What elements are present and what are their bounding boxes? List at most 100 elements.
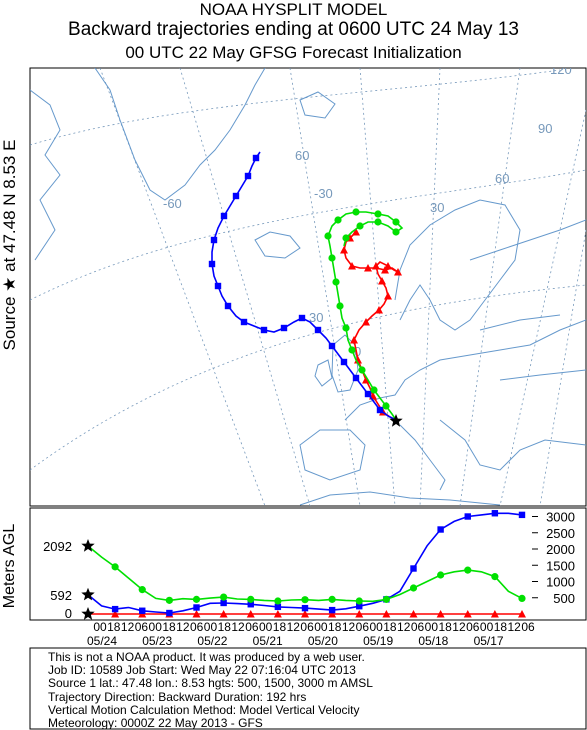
height-series-square-point xyxy=(111,605,119,613)
time-tick-label: 18 xyxy=(273,620,287,634)
chart-title: Backward trajectories ending at 0600 UTC… xyxy=(68,19,519,40)
time-tick-label: 00 xyxy=(149,620,163,634)
height-series-circle-point xyxy=(328,595,336,603)
info-line-disclaimer: This is not a NOAA product. It was produ… xyxy=(48,650,365,664)
time-tick-label: 12 xyxy=(231,620,245,634)
trajectory-low-marker xyxy=(372,262,380,270)
time-tick-label: 12 xyxy=(176,620,190,634)
height-series-square-point xyxy=(356,603,363,610)
height-series-triangle-point xyxy=(355,610,364,618)
africa-coast xyxy=(299,491,501,506)
trajectory-mid-marker xyxy=(244,172,252,180)
time-tick-label: 00 xyxy=(93,620,107,634)
date-tick-label: 05/21 xyxy=(253,634,283,648)
balkans-coast xyxy=(439,419,586,471)
svalbard-coast xyxy=(299,91,336,119)
date-tick-label: 05/22 xyxy=(197,634,227,648)
height-series-square-point xyxy=(247,601,254,608)
time-tick-label: 00 xyxy=(259,620,273,634)
trajectory-low-marker xyxy=(362,318,370,326)
height-series-circle-point xyxy=(518,594,526,603)
time-tick-label: 00 xyxy=(369,620,383,634)
trajectory-mid-marker xyxy=(252,154,260,162)
trajectory-high-marker xyxy=(332,278,340,286)
height-series-triangle-point xyxy=(382,610,391,618)
time-tick-label: 12 xyxy=(287,620,301,634)
job-info: This is not a NOAA product. It was produ… xyxy=(48,650,538,730)
height-series-circle-point xyxy=(247,595,255,603)
height-series-circle-point xyxy=(138,586,146,594)
trajectory-mid-marker xyxy=(298,314,306,322)
height-series-square-point xyxy=(464,513,471,520)
iberia-coast xyxy=(299,429,366,481)
height-series-triangle-point xyxy=(219,610,228,618)
time-tick-label: 06 xyxy=(411,620,425,634)
height-series-square-point xyxy=(220,599,227,607)
info-box xyxy=(29,647,587,730)
right-axis-tick-label: 2500 xyxy=(546,526,575,541)
trajectory-low-marker xyxy=(362,376,370,384)
start-height-label: 592 xyxy=(50,588,72,603)
date-tick-label: 05/20 xyxy=(308,634,338,648)
time-tick-label: 06 xyxy=(300,620,314,634)
time-tick-label: 18 xyxy=(107,620,121,634)
chart-subtitle: 00 UTC 22 May GFSG Forecast Initializati… xyxy=(125,43,462,62)
trajectory-high-marker xyxy=(324,232,332,240)
height-series-triangle-point xyxy=(409,610,418,618)
model-name: NOAA HYSPLIT MODEL xyxy=(199,0,388,19)
info-line-vertical-motion: Vertical Motion Calculation Method: Mode… xyxy=(48,702,360,717)
trajectory-mid-marker xyxy=(280,324,288,332)
start-star-mid xyxy=(81,587,95,601)
time-tick-label: 18 xyxy=(328,620,342,634)
iceland-coast xyxy=(254,231,301,259)
height-series-triangle-point xyxy=(246,610,255,618)
trajectory-mid-marker xyxy=(210,236,218,244)
trajectory-mid-marker xyxy=(340,358,348,366)
height-series-triangle-point xyxy=(301,610,309,618)
height-chart xyxy=(81,510,526,620)
lon-label-90: 90 xyxy=(538,121,552,136)
date-tick-label: 05/18 xyxy=(418,634,448,648)
start-height-label: 0 xyxy=(65,606,72,621)
trajectory-low-marker xyxy=(378,277,386,285)
lon-label-neg60: -60 xyxy=(163,196,182,211)
trajectory-low-marker xyxy=(381,266,389,274)
height-series-triangle-point xyxy=(273,610,282,618)
trajectory-high-marker xyxy=(328,254,336,262)
height-series-square-point xyxy=(301,604,309,612)
time-tick-label: 06 xyxy=(466,620,480,634)
time-tick-label: 18 xyxy=(438,620,452,634)
time-tick-label: 06 xyxy=(356,620,370,634)
height-series-circle-point xyxy=(192,595,201,603)
height-series-square-point xyxy=(166,609,173,617)
russia-borders xyxy=(469,219,586,381)
trajectory-low-marker xyxy=(394,268,402,276)
start-star-low xyxy=(81,607,95,620)
time-tick-label: 00 xyxy=(480,620,494,634)
height-series-circle-point xyxy=(111,563,119,571)
time-tick-label: 06 xyxy=(245,620,259,634)
height-series-square-point xyxy=(193,604,200,611)
info-line-meteorology: Meteorology: 0000Z 22 May 2013 - GFS xyxy=(48,716,263,730)
trajectory-mid-marker xyxy=(376,406,384,414)
height-series-square-point xyxy=(328,606,336,614)
graticule xyxy=(30,68,586,506)
right-axis-tick-label: 2000 xyxy=(546,542,575,557)
info-line-direction: Trajectory Direction: Backward Duration:… xyxy=(48,689,307,704)
greenland-coast xyxy=(94,68,266,201)
info-line-source: Source 1 lat.: 47.48 lon.: 8.53 hgts: 50… xyxy=(48,676,373,691)
trajectory-high-marker xyxy=(370,386,378,394)
time-tick-label: 12 xyxy=(508,620,522,634)
height-series-triangle-point xyxy=(328,610,337,618)
trajectory-mid-marker xyxy=(364,390,372,398)
lon-label-0: 0 xyxy=(354,344,361,359)
map-area: 120 90 60 30 -30 60 -60 30 0 xyxy=(30,68,586,506)
lon-label-30: 30 xyxy=(430,200,444,215)
time-tick-label: 18 xyxy=(494,620,508,634)
height-series-circle-point xyxy=(355,597,363,605)
trajectory-high-marker xyxy=(356,222,364,230)
time-tick-label: 18 xyxy=(162,620,176,634)
height-series-square-point xyxy=(518,511,526,519)
height-series-triangle-point xyxy=(490,610,499,618)
